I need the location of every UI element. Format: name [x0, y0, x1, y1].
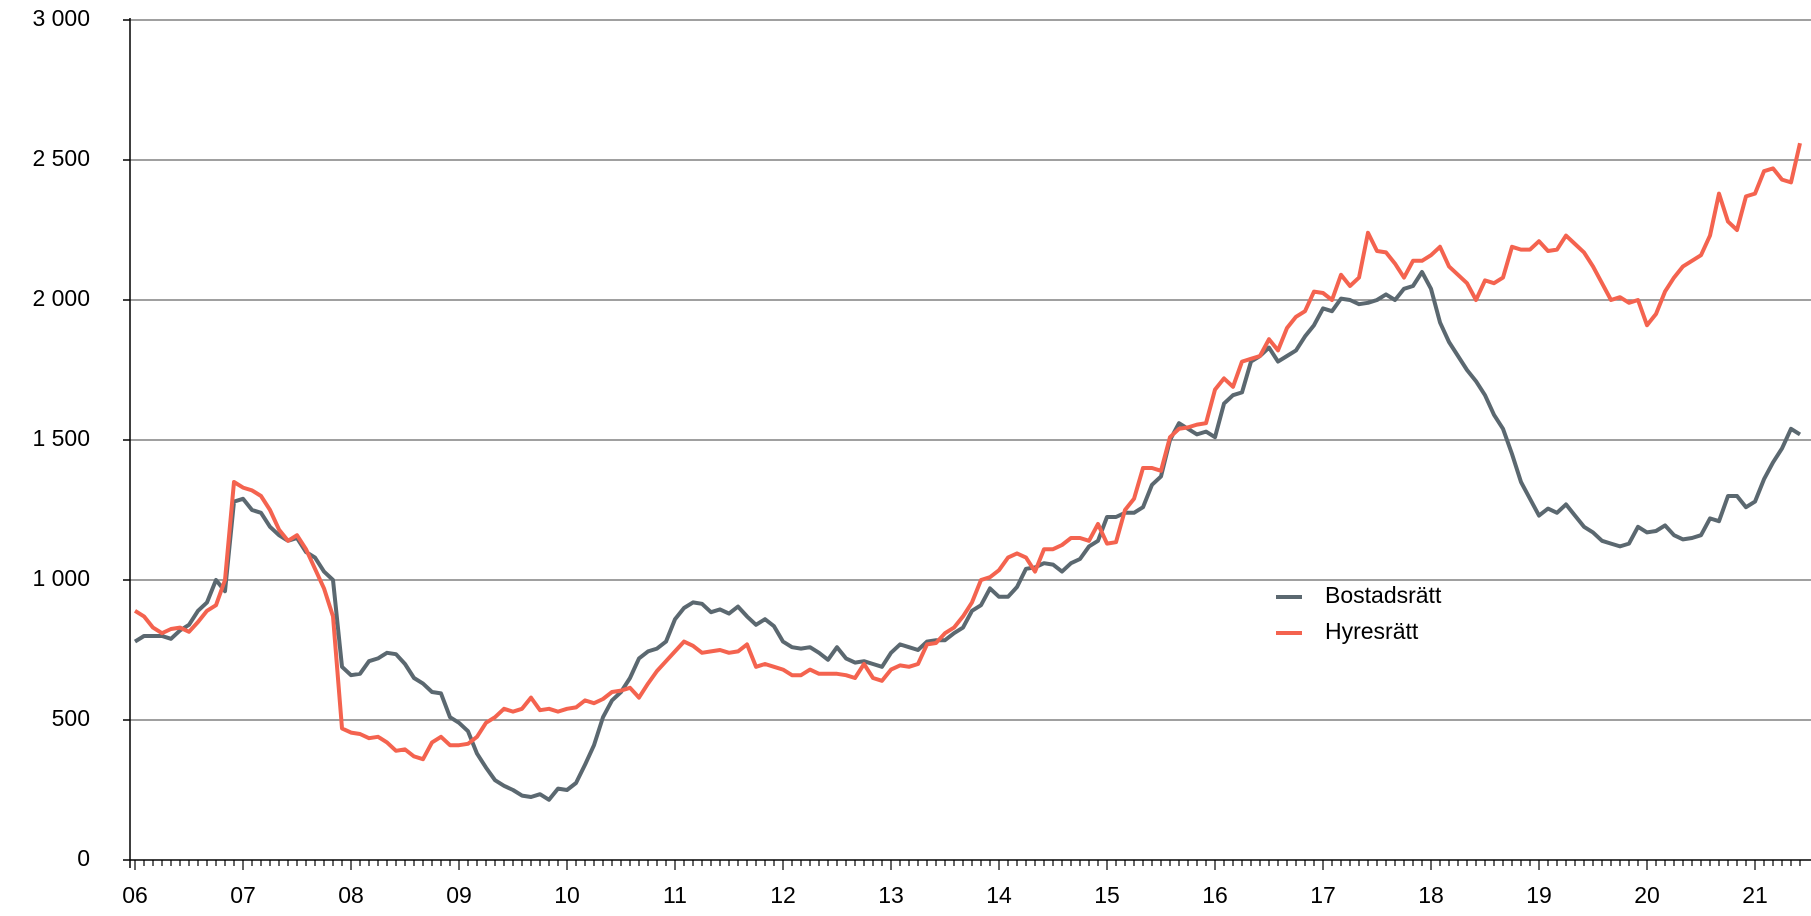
legend-label: Bostadsrätt	[1325, 582, 1442, 608]
x-tick-label: 08	[338, 882, 364, 908]
y-tick-label: 500	[52, 705, 90, 731]
series-line	[133, 142, 1802, 762]
x-tick-label: 16	[1202, 882, 1228, 908]
x-tick-label: 10	[554, 882, 580, 908]
y-tick-label: 1 000	[32, 565, 90, 591]
y-tick-label: 2 500	[32, 145, 90, 171]
x-tick-label: 12	[770, 882, 796, 908]
x-tick-label: 11	[663, 882, 687, 908]
x-tick-label: 20	[1634, 882, 1660, 908]
x-tick-label: 06	[122, 882, 148, 908]
x-tick-label: 19	[1526, 882, 1552, 908]
y-tick-label: 0	[77, 845, 90, 871]
x-tick-label: 18	[1418, 882, 1444, 908]
x-tick-label: 21	[1742, 882, 1768, 908]
y-tick-label: 3 000	[32, 5, 90, 31]
y-tick-label: 2 000	[32, 285, 90, 311]
x-tick-label: 13	[878, 882, 904, 908]
legend-label: Hyresrätt	[1325, 618, 1419, 644]
x-tick-label: 09	[446, 882, 472, 908]
y-tick-label: 1 500	[32, 425, 90, 451]
x-tick-label: 17	[1310, 882, 1336, 908]
x-tick-label: 15	[1094, 882, 1120, 908]
x-tick-label: 07	[230, 882, 256, 908]
x-tick-label: 14	[986, 882, 1012, 908]
series-line	[133, 270, 1802, 802]
